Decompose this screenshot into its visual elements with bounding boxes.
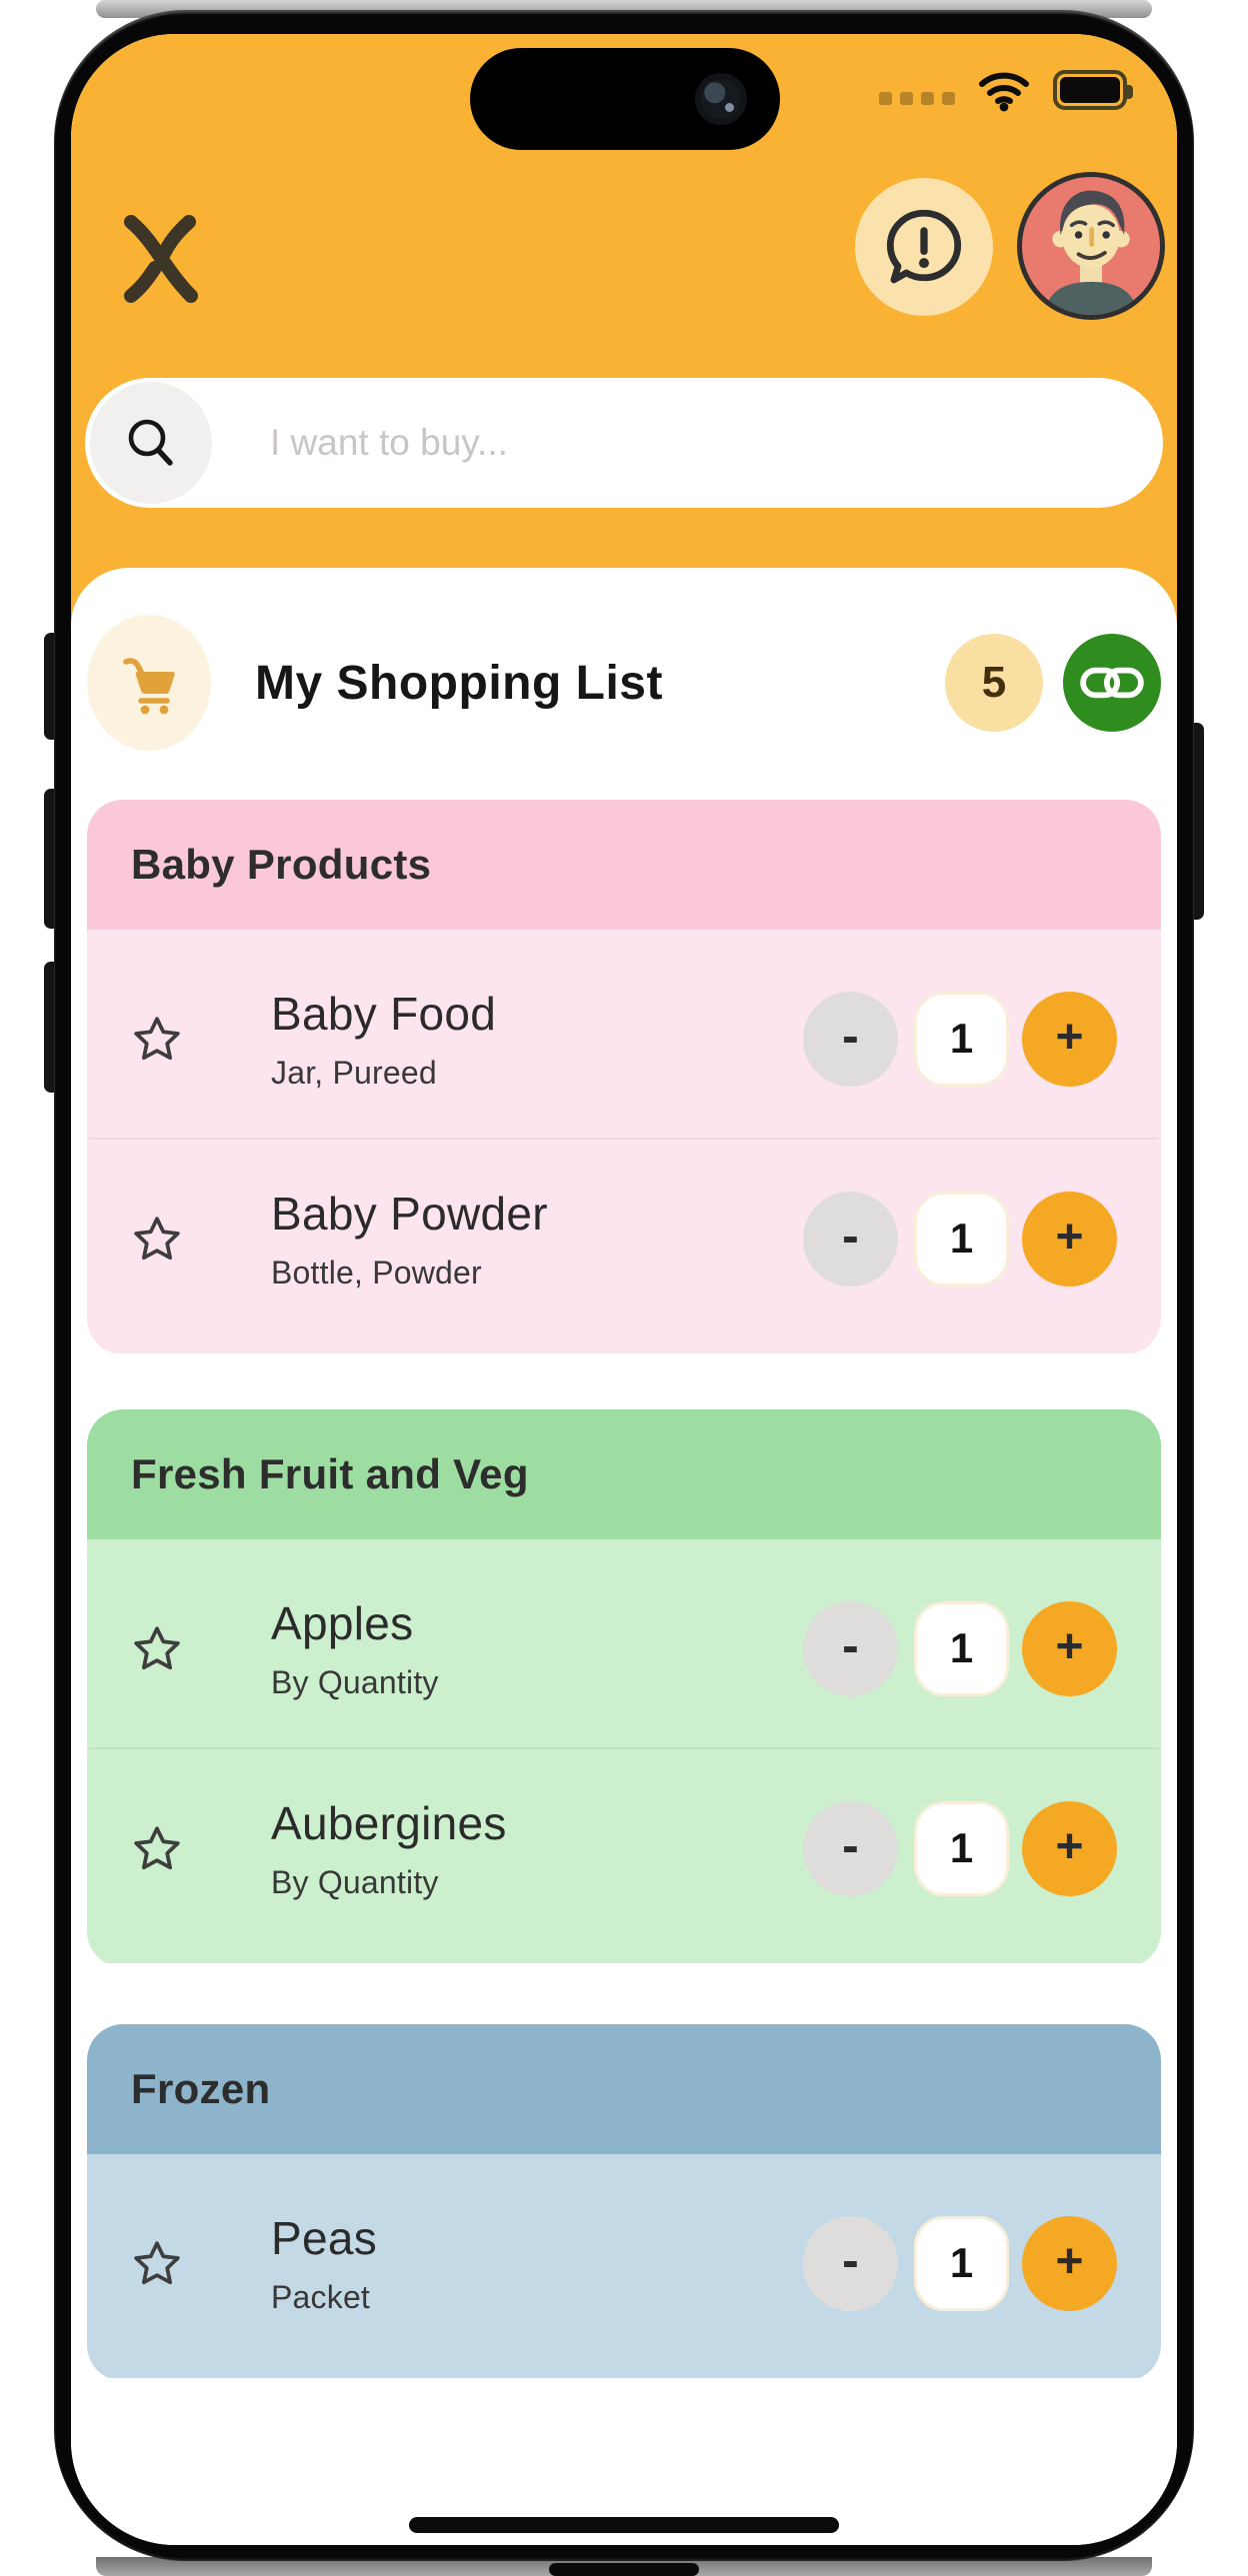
item-name: Peas — [271, 2211, 378, 2264]
item-detail: Bottle, Powder — [271, 1254, 482, 1290]
cellular-dots-icon — [879, 91, 955, 105]
search-input[interactable] — [270, 422, 1163, 464]
item-detail: Packet — [271, 2278, 371, 2315]
camera-lens-glint — [725, 103, 734, 112]
star-outline-icon — [134, 1826, 180, 1870]
quantity-controls: - 1 + — [803, 991, 1117, 1087]
favorite-star-button[interactable] — [131, 1822, 183, 1874]
item-detail: By Quantity — [271, 1663, 439, 1700]
search-bar[interactable] — [85, 378, 1163, 508]
quantity-controls: - 1 + — [803, 1600, 1117, 1696]
alerts-button[interactable] — [855, 178, 993, 316]
charging-port — [549, 2563, 699, 2576]
list-item: Peas Packet - 1 + — [87, 2164, 1161, 2362]
exclamation-speech-bubble-icon — [886, 209, 962, 284]
divider — [89, 1747, 1159, 1749]
favorite-star-button[interactable] — [131, 1213, 183, 1265]
item-text: Baby Powder Bottle, Powder — [271, 1187, 548, 1291]
item-text: Peas Packet — [271, 2211, 377, 2316]
item-text: Aubergines By Quantity — [271, 1796, 507, 1901]
home-indicator[interactable] — [409, 2517, 839, 2533]
increase-quantity-button[interactable]: + — [1022, 991, 1117, 1087]
increase-quantity-button[interactable]: + — [1022, 1800, 1117, 1896]
wifi-icon — [979, 72, 1029, 112]
favorite-star-button[interactable] — [131, 2237, 183, 2289]
increase-quantity-button[interactable]: + — [1022, 2215, 1117, 2311]
favorite-star-button[interactable] — [131, 1013, 183, 1065]
quantity-controls: - 1 + — [803, 1800, 1117, 1896]
item-count-badge: 5 — [945, 634, 1043, 732]
quantity-value: 1 — [914, 1800, 1009, 1896]
favorite-star-button[interactable] — [131, 1622, 183, 1674]
item-name: Baby Powder — [271, 1187, 548, 1240]
page-title: My Shopping List — [255, 656, 663, 710]
content-card: My Shopping List 5 Baby Products — [71, 568, 1177, 2545]
status-bar — [879, 68, 1133, 112]
shopping-cart-icon — [123, 658, 175, 715]
item-text: Baby Food Jar, Pureed — [271, 987, 496, 1092]
increase-quantity-button[interactable]: + — [1022, 1191, 1117, 1287]
section-body: Peas Packet - 1 + — [87, 2154, 1161, 2378]
battery-icon — [1053, 70, 1133, 110]
quantity-value: 1 — [914, 1600, 1009, 1696]
quantity-controls: - 1 + — [803, 1191, 1117, 1287]
chain-link-icon — [1080, 667, 1144, 699]
item-detail: By Quantity — [271, 1863, 439, 1900]
dynamic-island — [470, 48, 780, 150]
divider — [89, 1138, 1159, 1140]
item-name: Baby Food — [271, 987, 497, 1040]
star-outline-icon — [134, 1217, 180, 1261]
section-header: Baby Products — [87, 800, 1161, 930]
section-header: Fresh Fruit and Veg — [87, 1409, 1161, 1539]
profile-avatar[interactable] — [1017, 172, 1165, 320]
shopping-list-header: My Shopping List 5 — [87, 615, 1161, 751]
quantity-value: 1 — [914, 2215, 1009, 2311]
section-baby-products: Baby Products Baby Food Jar, Puree — [87, 800, 1161, 1354]
increase-quantity-button[interactable]: + — [1022, 1600, 1117, 1696]
list-item: Baby Powder Bottle, Powder - 1 + — [87, 1140, 1161, 1337]
section-title: Baby Products — [131, 841, 432, 888]
list-item: Aubergines By Quantity - 1 + — [87, 1749, 1161, 1947]
section-fresh-fruit-and-veg: Fresh Fruit and Veg Apples By Quan — [87, 1409, 1161, 1967]
magnifier-icon — [128, 419, 173, 466]
section-title: Frozen — [131, 2065, 271, 2112]
decrease-quantity-button[interactable]: - — [803, 991, 898, 1087]
section-body: Apples By Quantity - 1 + — [87, 1539, 1161, 1963]
phone-frame: My Shopping List 5 Baby Products — [54, 10, 1194, 2561]
section-header: Frozen — [87, 2024, 1161, 2154]
male-cartoon-avatar-illustration — [1044, 190, 1138, 315]
star-outline-icon — [134, 1626, 180, 1670]
item-name: Aubergines — [271, 1796, 507, 1849]
battery-fill — [1060, 77, 1120, 103]
battery-nub — [1126, 85, 1133, 99]
decrease-quantity-button[interactable]: - — [803, 1191, 898, 1287]
quantity-value: 1 — [914, 1191, 1009, 1287]
list-item: Baby Food Jar, Pureed - 1 + — [87, 940, 1161, 1138]
quantity-controls: - 1 + — [803, 2215, 1117, 2311]
list-item: Apples By Quantity - 1 + — [87, 1549, 1161, 1747]
quantity-value: 1 — [914, 991, 1009, 1087]
cart-icon-circle — [87, 615, 211, 751]
decrease-quantity-button[interactable]: - — [803, 1600, 898, 1696]
star-outline-icon — [134, 1017, 180, 1061]
section-body: Baby Food Jar, Pureed - 1 + — [87, 930, 1161, 1353]
stylized-x-logo[interactable] — [117, 212, 203, 304]
search-icon-circle[interactable] — [90, 382, 212, 504]
item-detail: Jar, Pureed — [271, 1054, 437, 1091]
star-outline-icon — [134, 2241, 180, 2285]
item-text: Apples By Quantity — [271, 1596, 439, 1701]
phone-screen: My Shopping List 5 Baby Products — [71, 34, 1177, 2545]
section-frozen: Frozen Peas Packet — [87, 2024, 1161, 2381]
item-name: Apples — [271, 1596, 414, 1649]
app-header — [71, 172, 1177, 332]
share-link-button[interactable] — [1063, 634, 1161, 732]
front-camera — [695, 73, 747, 125]
section-title: Fresh Fruit and Veg — [131, 1450, 529, 1497]
decrease-quantity-button[interactable]: - — [803, 2215, 898, 2311]
decrease-quantity-button[interactable]: - — [803, 1800, 898, 1896]
